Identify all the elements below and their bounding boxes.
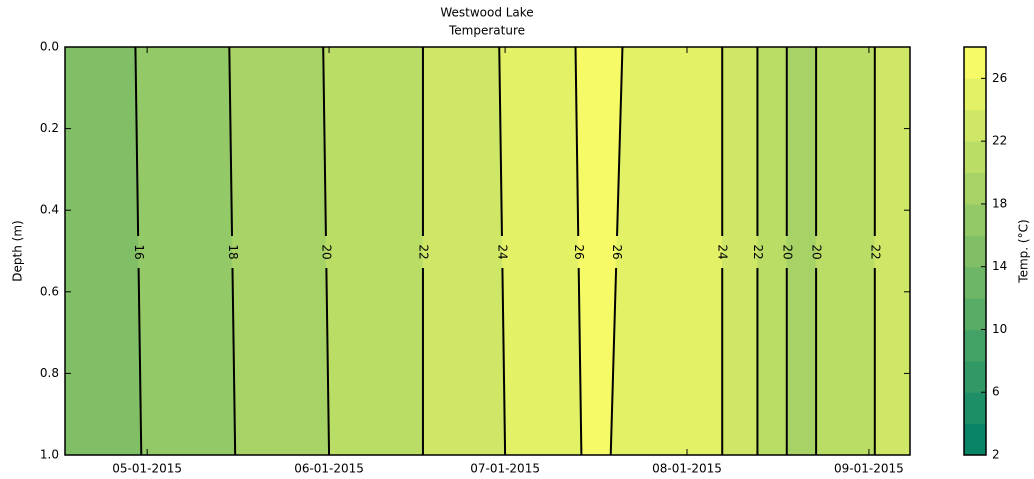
y-tick-label: 0.6 (40, 284, 59, 298)
contour-line (574, 46, 583, 456)
colorbar-band (964, 172, 986, 205)
contour-line (498, 46, 507, 456)
contour-region (610, 46, 723, 456)
contour-region (815, 46, 876, 456)
colorbar-band (964, 109, 986, 142)
colorbar-tick-label: 14 (992, 259, 1007, 273)
colorbar-band (964, 392, 986, 425)
contour-region (229, 46, 330, 456)
contour-label: 24 (716, 244, 730, 259)
colorbar-frame (963, 46, 987, 456)
colorbar-band (964, 266, 986, 299)
contour-label: 26 (610, 244, 624, 259)
contour-label: 22 (416, 244, 430, 259)
contour-line (322, 46, 331, 456)
contour-region (135, 46, 236, 456)
colorbar-label: Temp. (°C) (1017, 219, 1031, 283)
colorbar-tick-label: 22 (992, 134, 1007, 148)
x-tick-label: 07-01-2015 (470, 462, 540, 476)
x-tick-label: 09-01-2015 (834, 462, 904, 476)
plot-frame (64, 46, 911, 456)
colorbar-band (964, 298, 986, 330)
colorbar-band (964, 423, 986, 456)
contour-region (64, 46, 142, 456)
colorbar-band (964, 203, 986, 236)
contour-region (422, 46, 506, 456)
y-tick-label: 0.0 (40, 40, 59, 54)
colorbar-band (964, 360, 986, 393)
colorbar-band (964, 78, 986, 111)
contour-label: 26 (572, 244, 586, 259)
contour-label: 16 (132, 244, 146, 259)
x-tick-label: 08-01-2015 (652, 462, 722, 476)
colorbar-band (964, 141, 986, 174)
contour-label: 22 (868, 244, 882, 259)
y-tick-label: 0.4 (40, 203, 59, 217)
contour-label: 20 (780, 244, 794, 259)
colorbar-band (964, 235, 986, 268)
contour-label: 20 (320, 244, 334, 259)
contour-label: 18 (226, 244, 240, 259)
contour-line (228, 46, 237, 456)
colorbar-tick-label: 6 (992, 385, 1000, 399)
colorbar-tick-label: 18 (992, 196, 1007, 210)
y-tick-label: 0.8 (40, 366, 59, 380)
contour-region (322, 46, 424, 456)
y-tick-label: 1.0 (40, 448, 59, 462)
colorbar-tick-label: 2 (992, 448, 1000, 462)
contour-region (498, 46, 582, 456)
x-tick-label: 06-01-2015 (294, 462, 364, 476)
contour-line (134, 46, 143, 456)
colorbar-band (964, 329, 986, 362)
chart-title: Westwood Lake (440, 6, 533, 20)
colorbar-tick-label: 10 (992, 322, 1007, 336)
y-tick-label: 0.2 (40, 121, 59, 135)
contour-line (609, 46, 624, 456)
contour-label: 22 (751, 244, 765, 259)
y-axis-label: Depth (m) (11, 220, 25, 281)
colorbar-band (964, 47, 986, 79)
contour-label: 20 (810, 244, 824, 259)
x-tick-label: 05-01-2015 (112, 462, 182, 476)
chart-subtitle: Temperature (448, 24, 525, 38)
colorbar-tick-label: 26 (992, 71, 1007, 85)
contour-label: 24 (496, 244, 510, 259)
